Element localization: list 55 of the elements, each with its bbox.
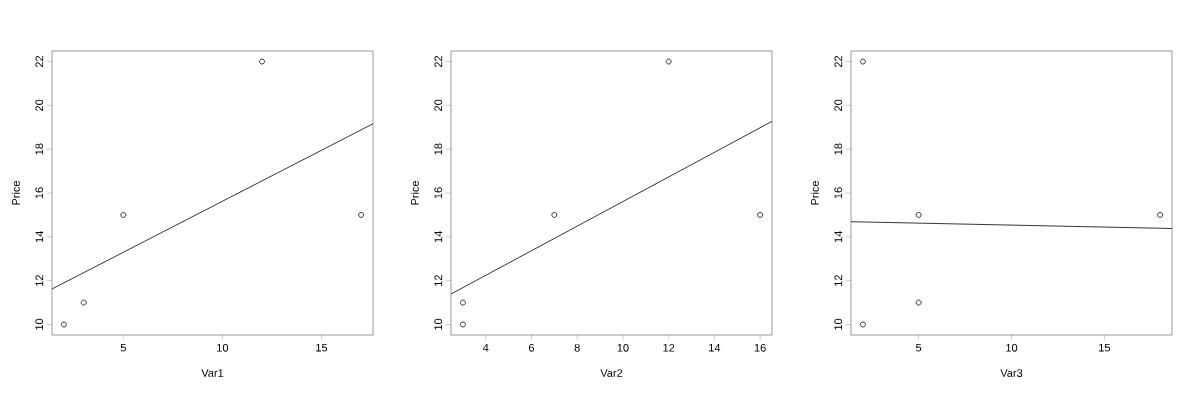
point bbox=[757, 212, 764, 218]
point bbox=[551, 212, 558, 218]
y-tick-label: 22 bbox=[434, 55, 443, 68]
x-tick-label: 6 bbox=[528, 343, 535, 352]
x-tick-label: 15 bbox=[316, 343, 328, 352]
point bbox=[460, 299, 466, 306]
x-tick-label: 10 bbox=[217, 343, 229, 352]
x-tick-label: 5 bbox=[120, 343, 126, 352]
y-tick-label: 12 bbox=[834, 275, 843, 286]
point bbox=[358, 212, 365, 218]
x-tick-label: 10 bbox=[1006, 343, 1018, 352]
y-tick-label: 14 bbox=[35, 231, 44, 243]
y-tick-label: 16 bbox=[35, 187, 44, 199]
point bbox=[120, 212, 127, 218]
y-tick-label: 12 bbox=[434, 275, 443, 286]
y-tick-label: 10 bbox=[434, 318, 443, 330]
y-tick-label: 18 bbox=[434, 143, 443, 155]
y-tick-label: 20 bbox=[834, 99, 843, 111]
point bbox=[259, 58, 265, 65]
x-tick-label: 10 bbox=[617, 343, 629, 352]
x-tick-label: 12 bbox=[663, 343, 675, 352]
point bbox=[60, 321, 67, 328]
y-tick-label: 20 bbox=[434, 99, 443, 111]
y-tick-label: 18 bbox=[834, 143, 843, 155]
x-tick-label: 4 bbox=[482, 343, 489, 352]
point bbox=[915, 212, 922, 218]
y-tick-label: 22 bbox=[35, 55, 44, 68]
point bbox=[1157, 212, 1164, 218]
y-axis-title: Price bbox=[410, 180, 419, 205]
x-axis-title: Var2 bbox=[600, 369, 623, 377]
x-tick-label: 5 bbox=[916, 343, 922, 352]
y-tick-label: 10 bbox=[834, 318, 843, 330]
y-tick-label: 14 bbox=[834, 231, 843, 243]
point bbox=[665, 58, 672, 65]
point bbox=[859, 321, 866, 328]
x-axis-title: Var3 bbox=[1000, 369, 1023, 377]
y-tick-label: 10 bbox=[35, 318, 44, 330]
y-tick-label: 18 bbox=[35, 143, 44, 155]
y-tick-label: 16 bbox=[434, 187, 443, 199]
y-tick-label: 16 bbox=[834, 187, 843, 199]
point bbox=[915, 299, 922, 306]
y-axis-title: Price bbox=[810, 180, 819, 205]
point bbox=[859, 58, 866, 65]
y-axis-title: Price bbox=[11, 180, 20, 205]
y-tick-label: 20 bbox=[35, 99, 44, 111]
point bbox=[460, 321, 466, 328]
y-tick-label: 12 bbox=[35, 275, 44, 286]
point bbox=[80, 299, 87, 306]
y-tick-label: 22 bbox=[834, 55, 843, 68]
x-tick-label: 16 bbox=[754, 343, 766, 352]
x-axis-title: Var1 bbox=[201, 369, 224, 377]
y-tick-label: 14 bbox=[434, 231, 443, 243]
x-tick-label: 8 bbox=[574, 343, 580, 352]
x-tick-label: 15 bbox=[1099, 343, 1111, 352]
x-tick-label: 14 bbox=[709, 343, 721, 352]
